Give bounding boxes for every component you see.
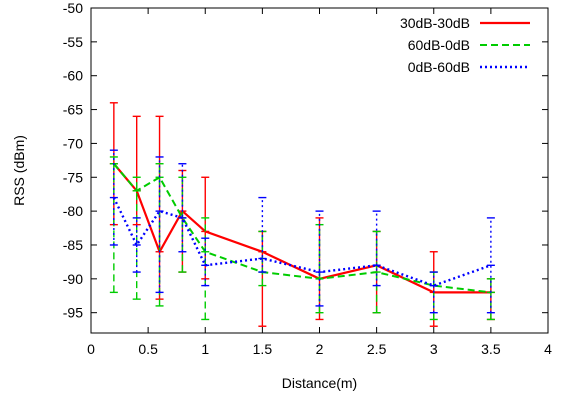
legend-item-2: 60dB-0dB <box>408 37 530 53</box>
y-axis-title: RSS (dBm) <box>11 135 27 206</box>
y-tick-label: -75 <box>63 169 83 185</box>
x-axis-title: Distance(m) <box>282 375 357 391</box>
y-tick-label: -85 <box>63 237 83 253</box>
series-3 <box>109 149 495 314</box>
y-tick-label: -95 <box>63 305 83 321</box>
error-bar <box>486 217 495 314</box>
series-1 <box>109 102 495 327</box>
y-tick-label: -60 <box>63 68 83 84</box>
legend-label: 60dB-0dB <box>408 37 470 53</box>
y-tick-label: -50 <box>63 0 83 16</box>
legend-label: 30dB-30dB <box>400 15 470 31</box>
axes-layer: 0 0.5 1 1.5 2 2.5 3 3.5 4 -95 -90 -85 -80 -75 -70 -65 -6… <box>63 0 552 357</box>
x-tick-label: 0 <box>87 341 95 357</box>
x-tick-label: 1.5 <box>253 341 273 357</box>
error-bar <box>201 237 210 287</box>
x-tick-label: 0.5 <box>138 341 158 357</box>
error-bar <box>132 217 141 273</box>
x-tick-label: 2.5 <box>367 341 387 357</box>
legend-item-3: 0dB-60dB <box>408 59 530 75</box>
y-tick-label: -80 <box>63 203 83 219</box>
x-tick-label: 3.5 <box>481 341 501 357</box>
y-tick-label: -90 <box>63 271 83 287</box>
plot-layer <box>109 102 495 327</box>
error-bar <box>178 163 187 253</box>
y-tick-label: -65 <box>63 102 83 118</box>
y-tick-label: -55 <box>63 34 83 50</box>
legend-item-1: 30dB-30dB <box>400 15 530 31</box>
legend-label: 0dB-60dB <box>408 59 470 75</box>
x-tick-label: 4 <box>544 341 552 357</box>
x-tick-label: 2 <box>316 341 324 357</box>
x-tick-label: 1 <box>201 341 209 357</box>
x-tick-label: 3 <box>430 341 438 357</box>
legend: 30dB-30dB 60dB-0dB 0dB-60dB <box>400 15 530 75</box>
y-tick-label: -70 <box>63 135 83 151</box>
series-line <box>113 163 492 294</box>
